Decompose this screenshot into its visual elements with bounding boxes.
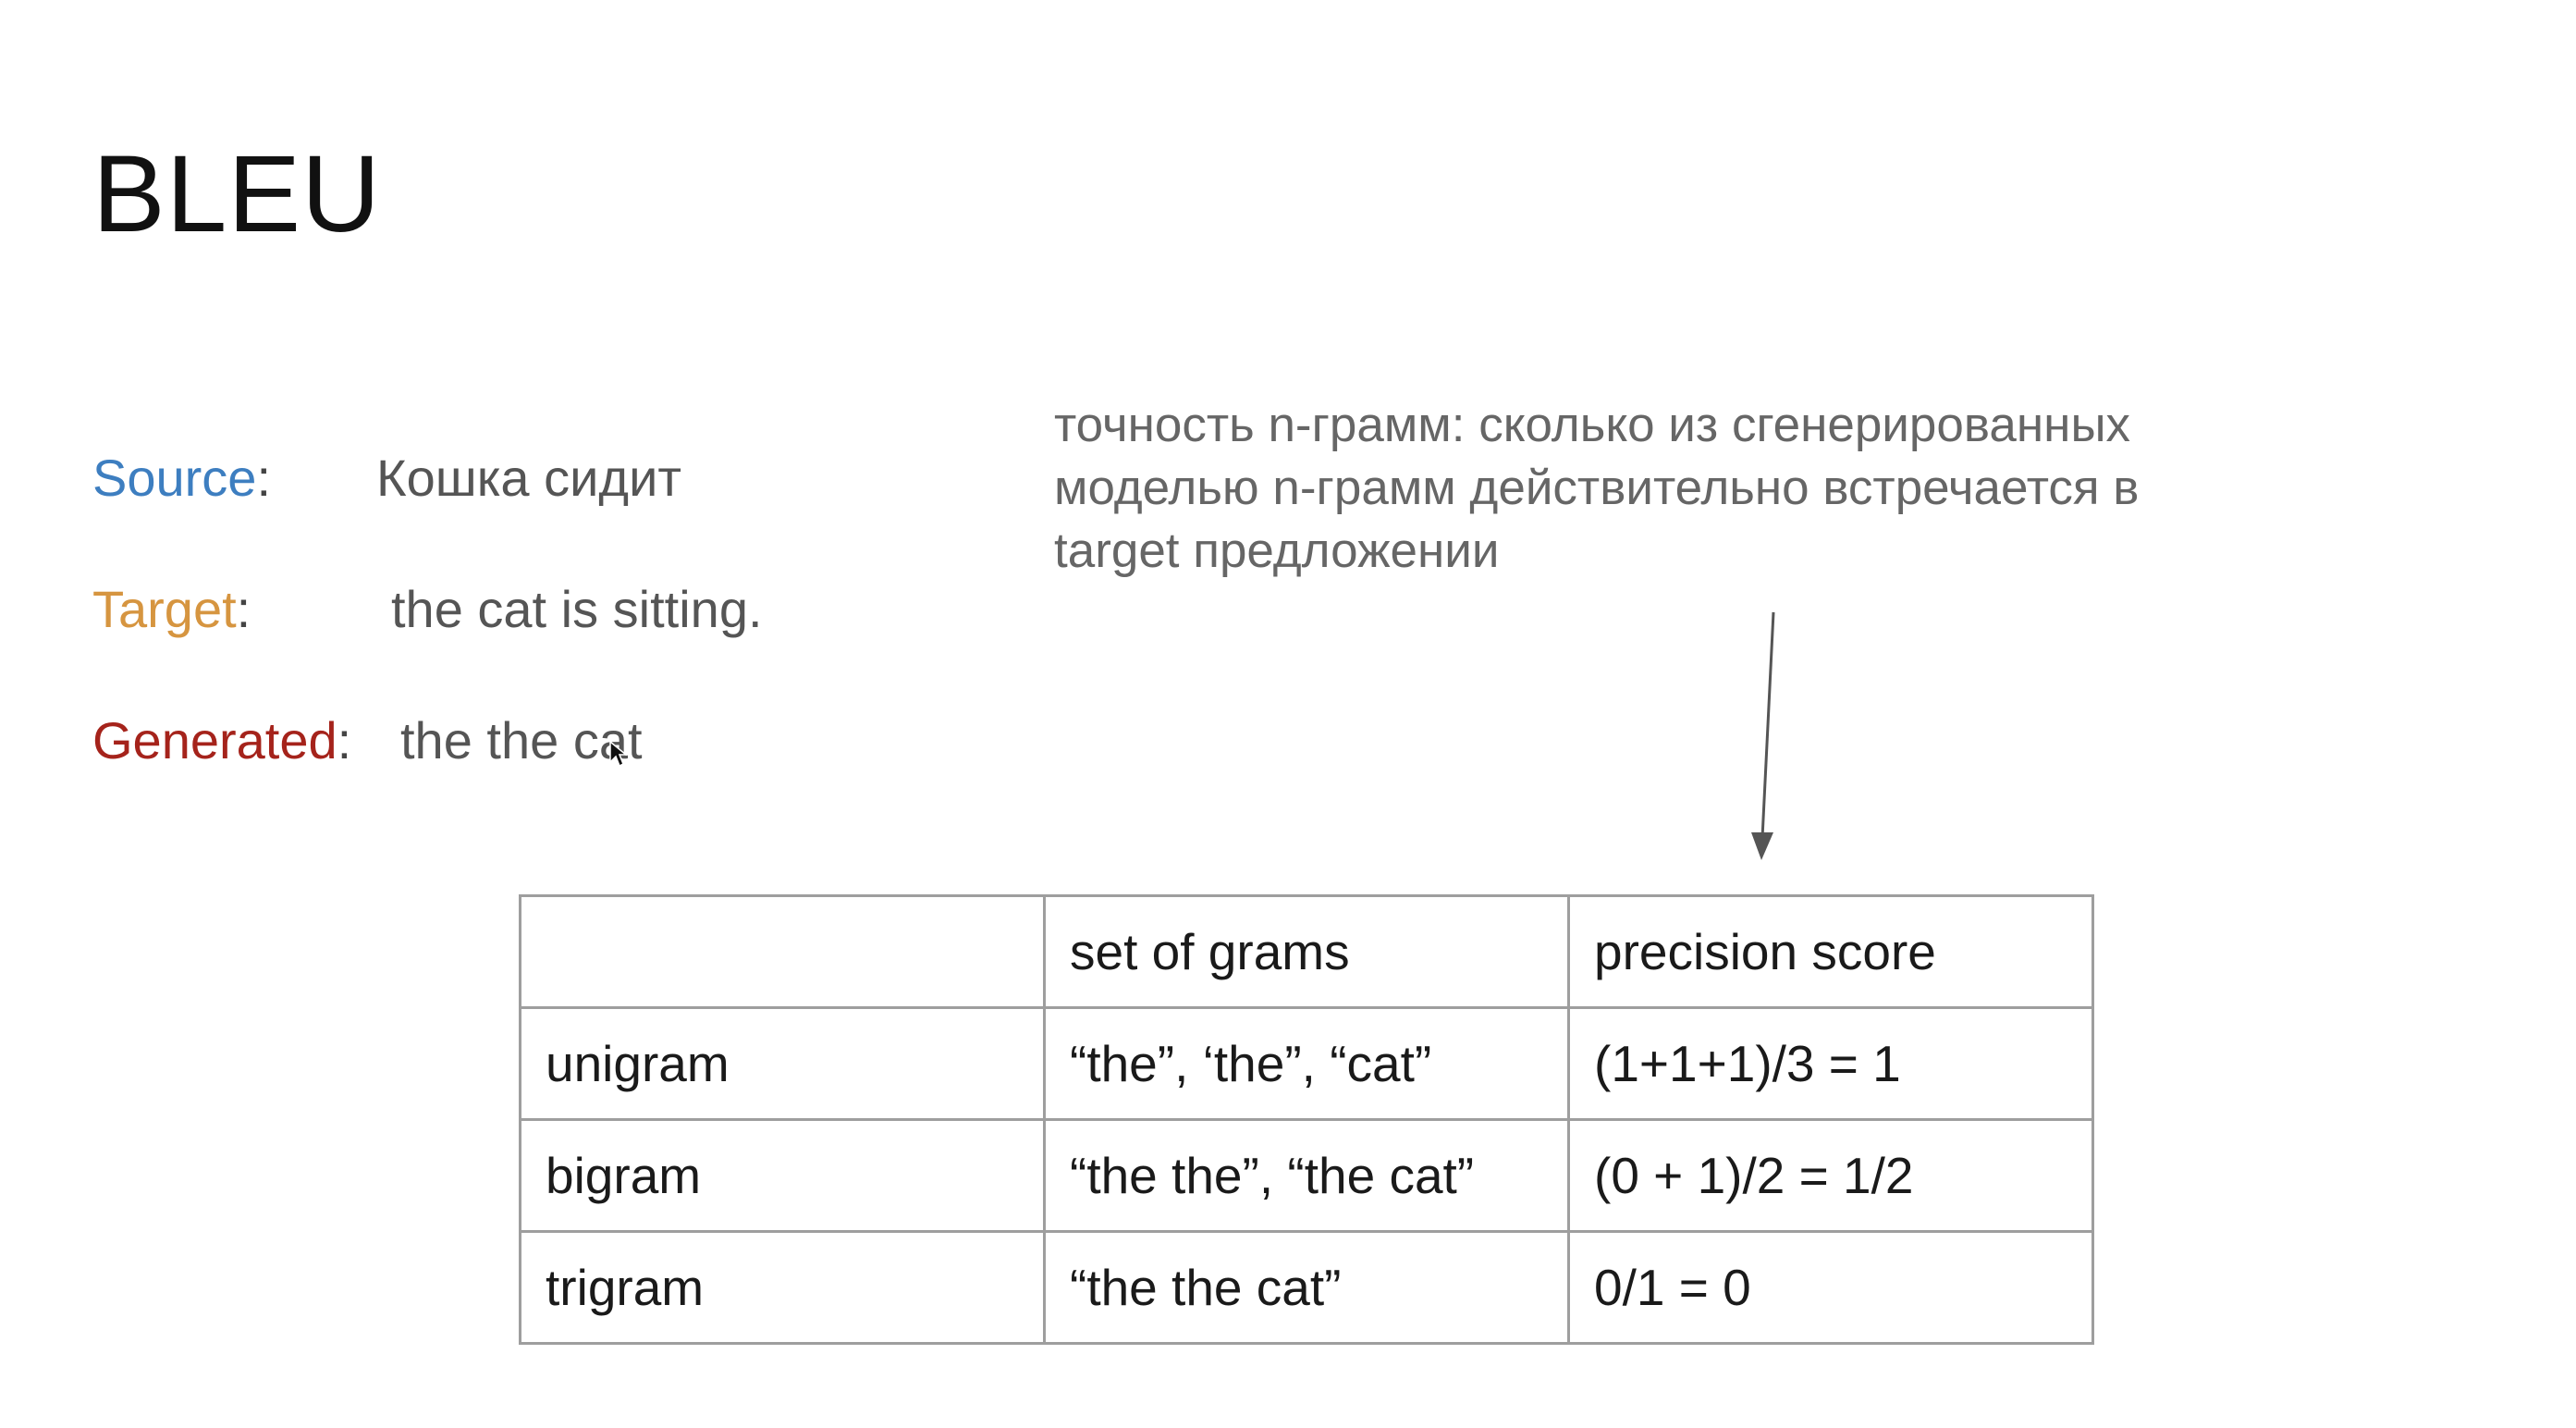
table-cell: 0/1 = 0 — [1567, 1230, 2094, 1345]
source-label: Source — [92, 449, 257, 507]
note-line: target предложении — [1054, 523, 1500, 578]
down-arrow-icon — [1751, 611, 1775, 860]
table-row: trigram “the the cat” 0/1 = 0 — [519, 1230, 2094, 1345]
ngram-precision-note: точность n-грамм: сколько из сгенерирова… — [1054, 394, 2330, 583]
note-line: точность n-грамм: сколько из сгенерирова… — [1054, 398, 2131, 452]
table-cell: (1+1+1)/3 = 1 — [1567, 1006, 2094, 1121]
table-row: unigram “the”, ‘the”, “cat” (1+1+1)/3 = … — [519, 1006, 2094, 1121]
mouse-cursor-icon — [609, 740, 627, 768]
table-cell: (0 + 1)/2 = 1/2 — [1567, 1118, 2094, 1233]
table-cell: bigram — [519, 1118, 1046, 1233]
table-header-cell — [519, 894, 1046, 1009]
table-cell: “the”, ‘the”, “cat” — [1043, 1006, 1570, 1121]
source-colon: : — [256, 449, 271, 507]
generated-row: Generated: the the cat — [92, 709, 643, 772]
ngram-precision-table: set of grams precision score unigram “th… — [519, 894, 2094, 1345]
generated-colon: : — [337, 711, 352, 769]
note-line: моделью n-грамм действительно встречаетс… — [1054, 461, 2140, 515]
table-row: bigram “the the”, “the cat” (0 + 1)/2 = … — [519, 1118, 2094, 1233]
table-cell: unigram — [519, 1006, 1046, 1121]
table-cell: “the the cat” — [1043, 1230, 1570, 1345]
table-cell: trigram — [519, 1230, 1046, 1345]
table-header-row: set of grams precision score — [519, 894, 2094, 1009]
source-value: Кошка сидит — [376, 449, 682, 507]
table-header-cell: precision score — [1567, 894, 2094, 1009]
generated-label: Generated — [92, 711, 337, 769]
source-row: Source: Кошка сидит — [92, 447, 681, 510]
slide-title: BLEU — [92, 133, 382, 255]
target-row: Target: the cat is sitting. — [92, 578, 763, 641]
table-header-cell: set of grams — [1043, 894, 1570, 1009]
table-cell: “the the”, “the cat” — [1043, 1118, 1570, 1233]
target-colon: : — [236, 580, 251, 638]
target-label: Target — [92, 580, 237, 638]
generated-value: the the cat — [400, 711, 643, 769]
target-value: the cat is sitting. — [391, 580, 763, 638]
